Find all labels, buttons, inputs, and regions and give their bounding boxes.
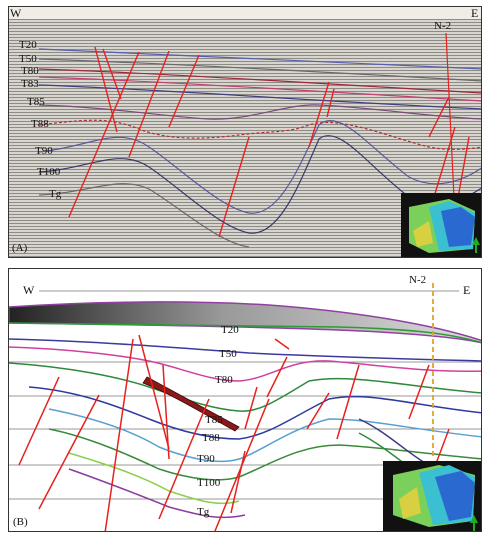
horizon-label-t50: T50 bbox=[19, 53, 37, 65]
horizon-label-t83: T83 bbox=[21, 78, 39, 90]
horizon-label-t90: T90 bbox=[35, 145, 53, 157]
horizon-label-t88: T88 bbox=[31, 118, 49, 130]
seismic-section-panel: W E N-2 T20 T50 T80 T83 T85 T88 T90 T100… bbox=[8, 6, 482, 258]
inset-map bbox=[401, 193, 481, 257]
seismic-section-image bbox=[9, 7, 481, 257]
horizon-label-tg: Tg bbox=[49, 188, 62, 200]
horizon-label-t100: T100 bbox=[197, 477, 221, 489]
panel-b-label: (B) bbox=[13, 516, 28, 528]
west-label: W bbox=[10, 6, 22, 20]
horizon-label-t90: T90 bbox=[197, 453, 215, 465]
horizon-label-t85: T85 bbox=[27, 96, 45, 108]
panel-a-label: (A) bbox=[12, 242, 28, 254]
east-label: E bbox=[463, 283, 471, 297]
north-arrow-icon bbox=[470, 515, 478, 531]
horizon-label-tg: Tg bbox=[197, 506, 210, 518]
well-label: N-2 bbox=[434, 20, 452, 32]
inset-map bbox=[383, 461, 481, 531]
west-label: W bbox=[23, 283, 35, 297]
horizon-label-t80: T80 bbox=[215, 374, 233, 386]
horizon-label-t85: T85 bbox=[205, 414, 223, 426]
interpretation-panel: W E N-2 T20 T50 T80 T85 T88 T90 T100 Tg … bbox=[8, 268, 482, 532]
interpretation-drawing bbox=[9, 283, 481, 531]
well-label: N-2 bbox=[409, 274, 427, 286]
horizon-label-t50: T50 bbox=[219, 348, 237, 360]
horizon-label-t20: T20 bbox=[221, 324, 239, 336]
horizon-label-t80: T80 bbox=[21, 65, 39, 77]
horizon-label-t20: T20 bbox=[19, 39, 37, 51]
north-arrow-icon bbox=[472, 237, 480, 253]
east-label: E bbox=[471, 6, 479, 20]
horizon-label-t100: T100 bbox=[37, 166, 61, 178]
horizon-label-t88: T88 bbox=[202, 432, 220, 444]
